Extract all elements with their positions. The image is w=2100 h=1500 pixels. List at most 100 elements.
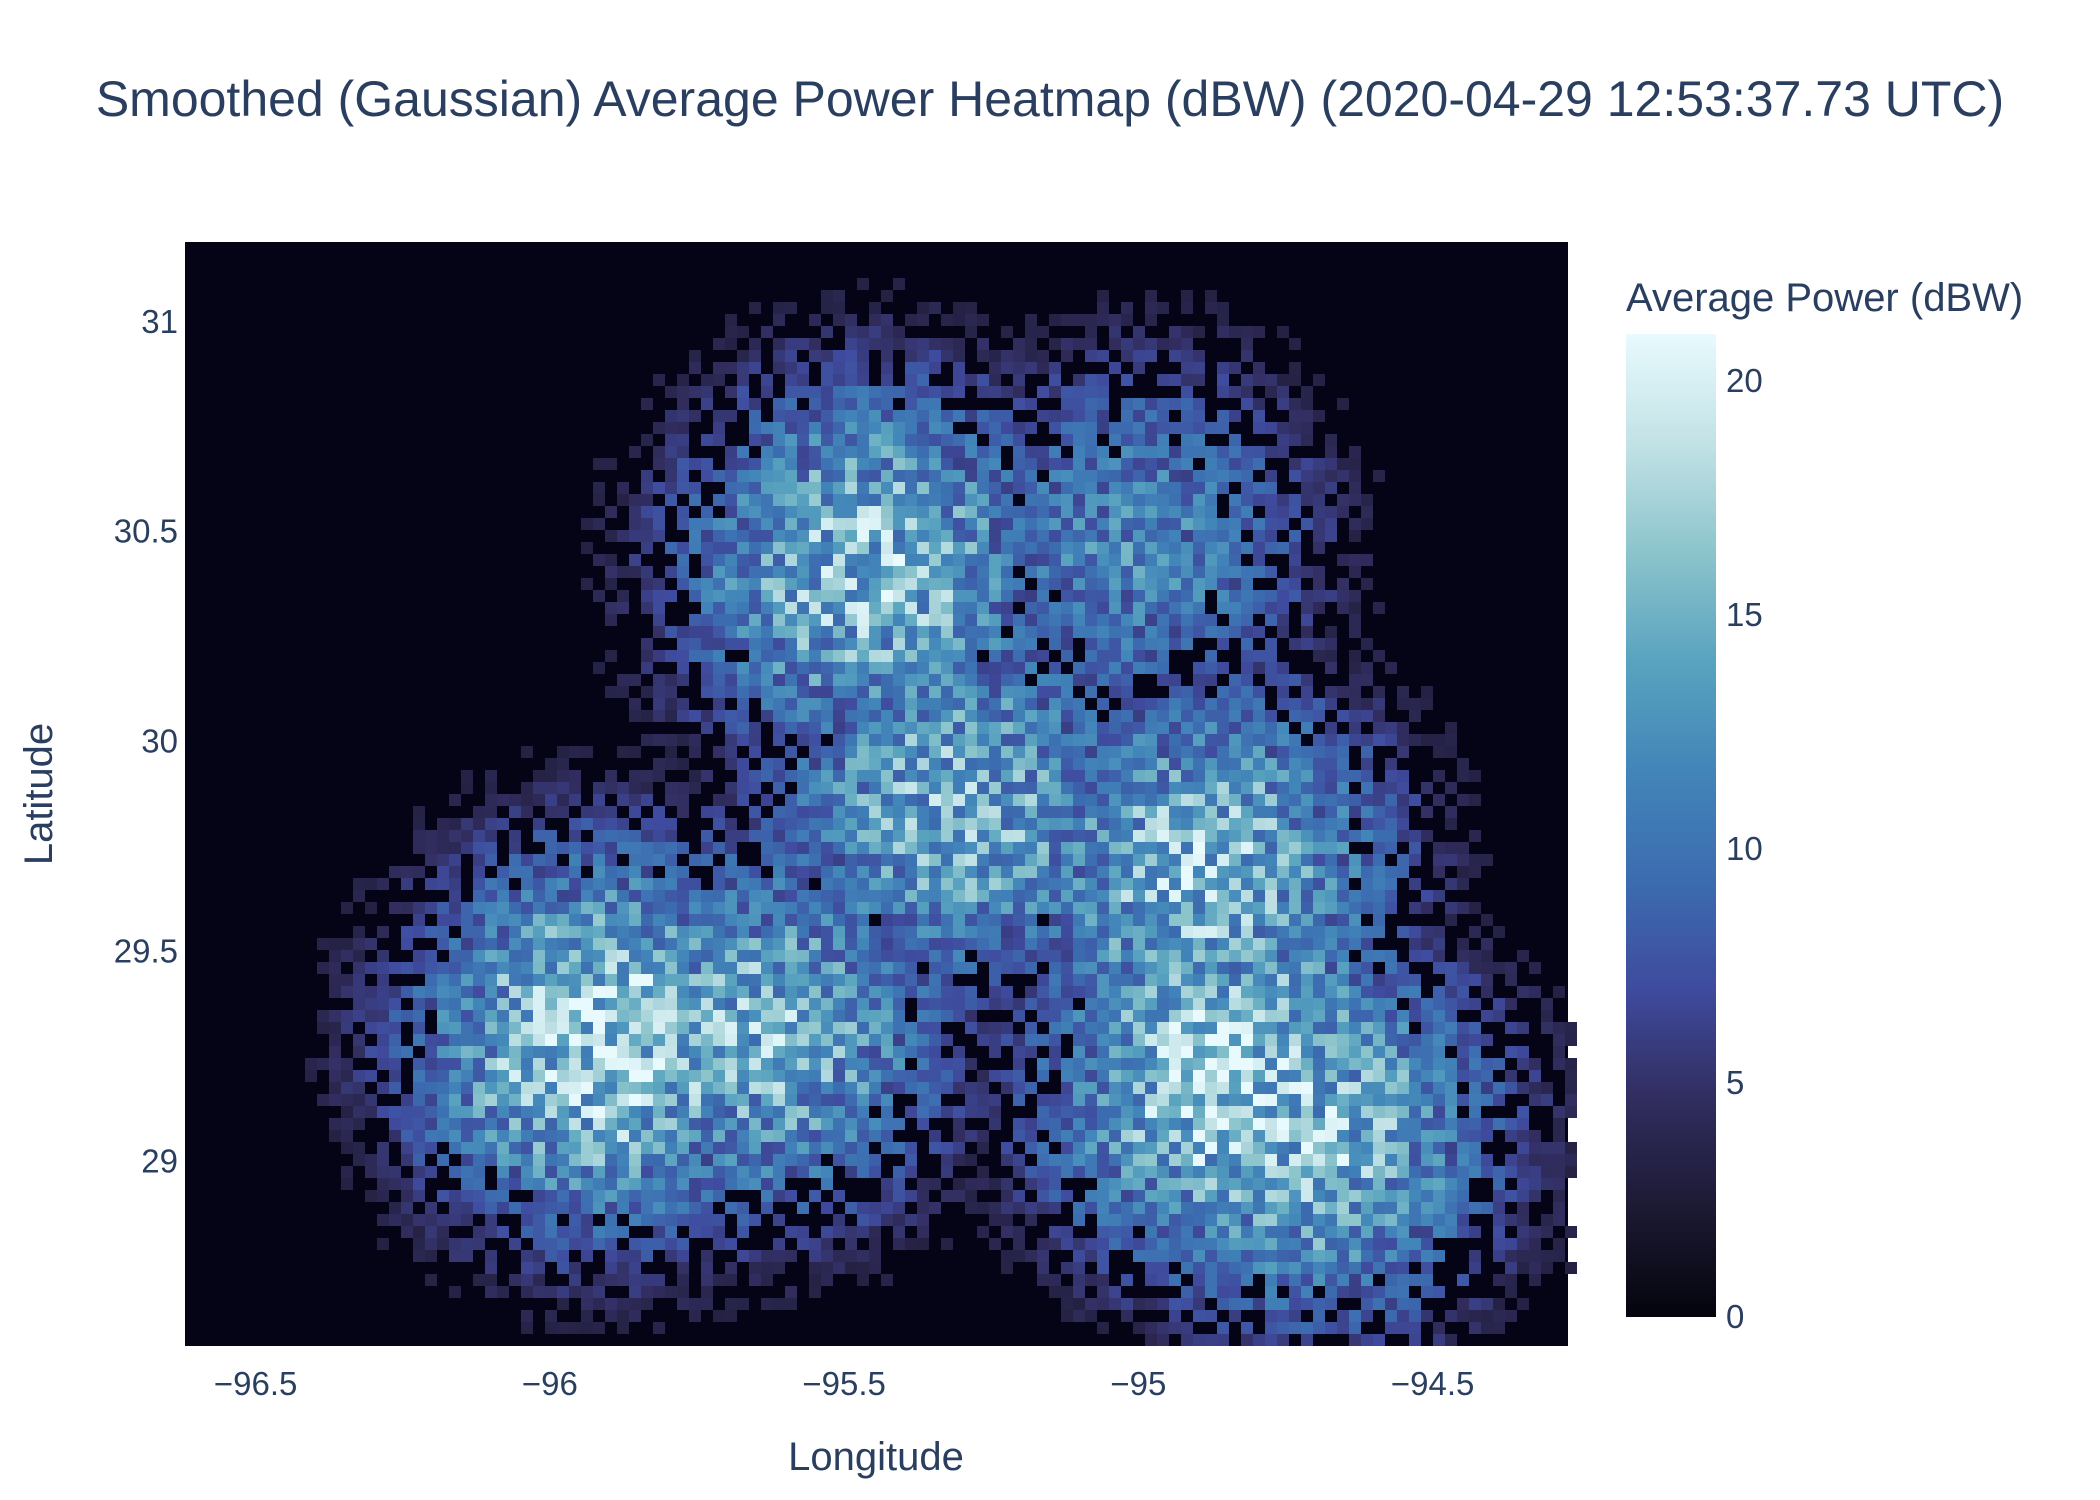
heatmap-cell xyxy=(809,710,821,722)
heatmap-cell xyxy=(449,1058,461,1070)
heatmap-cell xyxy=(665,926,677,938)
heatmap-cell xyxy=(617,950,629,962)
heatmap-cell xyxy=(1037,446,1049,458)
heatmap-cell xyxy=(1121,1178,1133,1190)
heatmap-cell xyxy=(461,1130,473,1142)
heatmap-cell xyxy=(1325,530,1337,542)
heatmap-cell xyxy=(1421,806,1433,818)
heatmap-cell xyxy=(389,986,401,998)
heatmap-cell xyxy=(881,422,893,434)
heatmap-cell xyxy=(1337,770,1349,782)
heatmap-cell xyxy=(893,458,905,470)
heatmap-cell xyxy=(977,614,989,626)
heatmap-cell xyxy=(845,698,857,710)
heatmap-cell xyxy=(1301,986,1313,998)
heatmap-cell xyxy=(1289,398,1301,410)
heatmap-cell xyxy=(1097,818,1109,830)
heatmap-cell xyxy=(1181,410,1193,422)
heatmap-cell xyxy=(1133,902,1145,914)
heatmap-cell xyxy=(1133,518,1145,530)
heatmap-cell xyxy=(1193,1082,1205,1094)
heatmap-cell xyxy=(989,470,1001,482)
heatmap-cell xyxy=(1193,1106,1205,1118)
heatmap-cell xyxy=(1217,1178,1229,1190)
heatmap-cell xyxy=(461,986,473,998)
heatmap-cell xyxy=(725,854,737,866)
heatmap-cell xyxy=(1181,386,1193,398)
heatmap-cell xyxy=(521,1094,533,1106)
heatmap-cell xyxy=(1385,782,1397,794)
heatmap-cell xyxy=(1433,1106,1445,1118)
heatmap-cell xyxy=(1325,782,1337,794)
heatmap-cell xyxy=(809,902,821,914)
heatmap-cell xyxy=(845,686,857,698)
heatmap-cell xyxy=(581,926,593,938)
heatmap-cell xyxy=(1313,974,1325,986)
heatmap-cell xyxy=(1469,902,1481,914)
heatmap-cell xyxy=(1325,830,1337,842)
heatmap-cell xyxy=(1157,650,1169,662)
heatmap-cell xyxy=(1025,1118,1037,1130)
heatmap-cell xyxy=(1037,1118,1049,1130)
heatmap-cell xyxy=(413,1118,425,1130)
heatmap-cell xyxy=(485,782,497,794)
heatmap-cell xyxy=(545,914,557,926)
heatmap-cell xyxy=(1457,794,1469,806)
heatmap-cell xyxy=(1205,1130,1217,1142)
heatmap-cell xyxy=(1277,986,1289,998)
heatmap-cell xyxy=(437,938,449,950)
heatmap-cell xyxy=(1109,326,1121,338)
heatmap-cell xyxy=(1373,1058,1385,1070)
heatmap-cell xyxy=(581,914,593,926)
heatmap-cell xyxy=(905,902,917,914)
heatmap-cell xyxy=(353,1034,365,1046)
heatmap-cell xyxy=(1373,890,1385,902)
heatmap-cell xyxy=(989,602,1001,614)
heatmap-cell xyxy=(893,866,905,878)
heatmap-cell xyxy=(1229,614,1241,626)
heatmap-cell xyxy=(461,1046,473,1058)
heatmap-cell xyxy=(737,386,749,398)
heatmap-cell xyxy=(1313,962,1325,974)
heatmap-cell xyxy=(641,1046,653,1058)
heatmap-cell xyxy=(929,1022,941,1034)
heatmap-cell xyxy=(545,950,557,962)
heatmap-cell xyxy=(593,1034,605,1046)
heatmap-cell xyxy=(725,638,737,650)
heatmap-cell xyxy=(881,866,893,878)
heatmap-cell xyxy=(761,458,773,470)
heatmap-cell xyxy=(1205,734,1217,746)
heatmap-cell xyxy=(1265,662,1277,674)
heatmap-cell xyxy=(809,1118,821,1130)
heatmap-cell xyxy=(1289,542,1301,554)
heatmap-cell xyxy=(1289,554,1301,566)
heatmap-cell xyxy=(1157,1106,1169,1118)
heatmap-cell xyxy=(737,446,749,458)
heatmap-cell xyxy=(1253,446,1265,458)
heatmap-cell xyxy=(557,1070,569,1082)
heatmap-cell xyxy=(845,938,857,950)
heatmap-cell xyxy=(425,1070,437,1082)
heatmap-cell xyxy=(1049,1166,1061,1178)
heatmap-cell xyxy=(1265,938,1277,950)
heatmap-cell xyxy=(701,842,713,854)
heatmap-cell xyxy=(917,650,929,662)
heatmap-cell xyxy=(953,1190,965,1202)
heatmap-cell xyxy=(413,926,425,938)
heatmap-cell xyxy=(437,974,449,986)
heatmap-cell xyxy=(605,902,617,914)
heatmap-cell xyxy=(941,626,953,638)
heatmap-cell xyxy=(581,1130,593,1142)
heatmap-cell xyxy=(353,986,365,998)
heatmap-cell xyxy=(917,482,929,494)
heatmap-cell xyxy=(545,1166,557,1178)
heatmap-cell xyxy=(1001,566,1013,578)
heatmap-cell xyxy=(1049,866,1061,878)
heatmap-cell xyxy=(1205,1190,1217,1202)
heatmap-cell xyxy=(1517,986,1529,998)
heatmap-cell xyxy=(1265,1058,1277,1070)
heatmap-cell xyxy=(1001,710,1013,722)
heatmap-cell xyxy=(953,362,965,374)
heatmap-cell xyxy=(617,1118,629,1130)
heatmap-cell xyxy=(653,1046,665,1058)
